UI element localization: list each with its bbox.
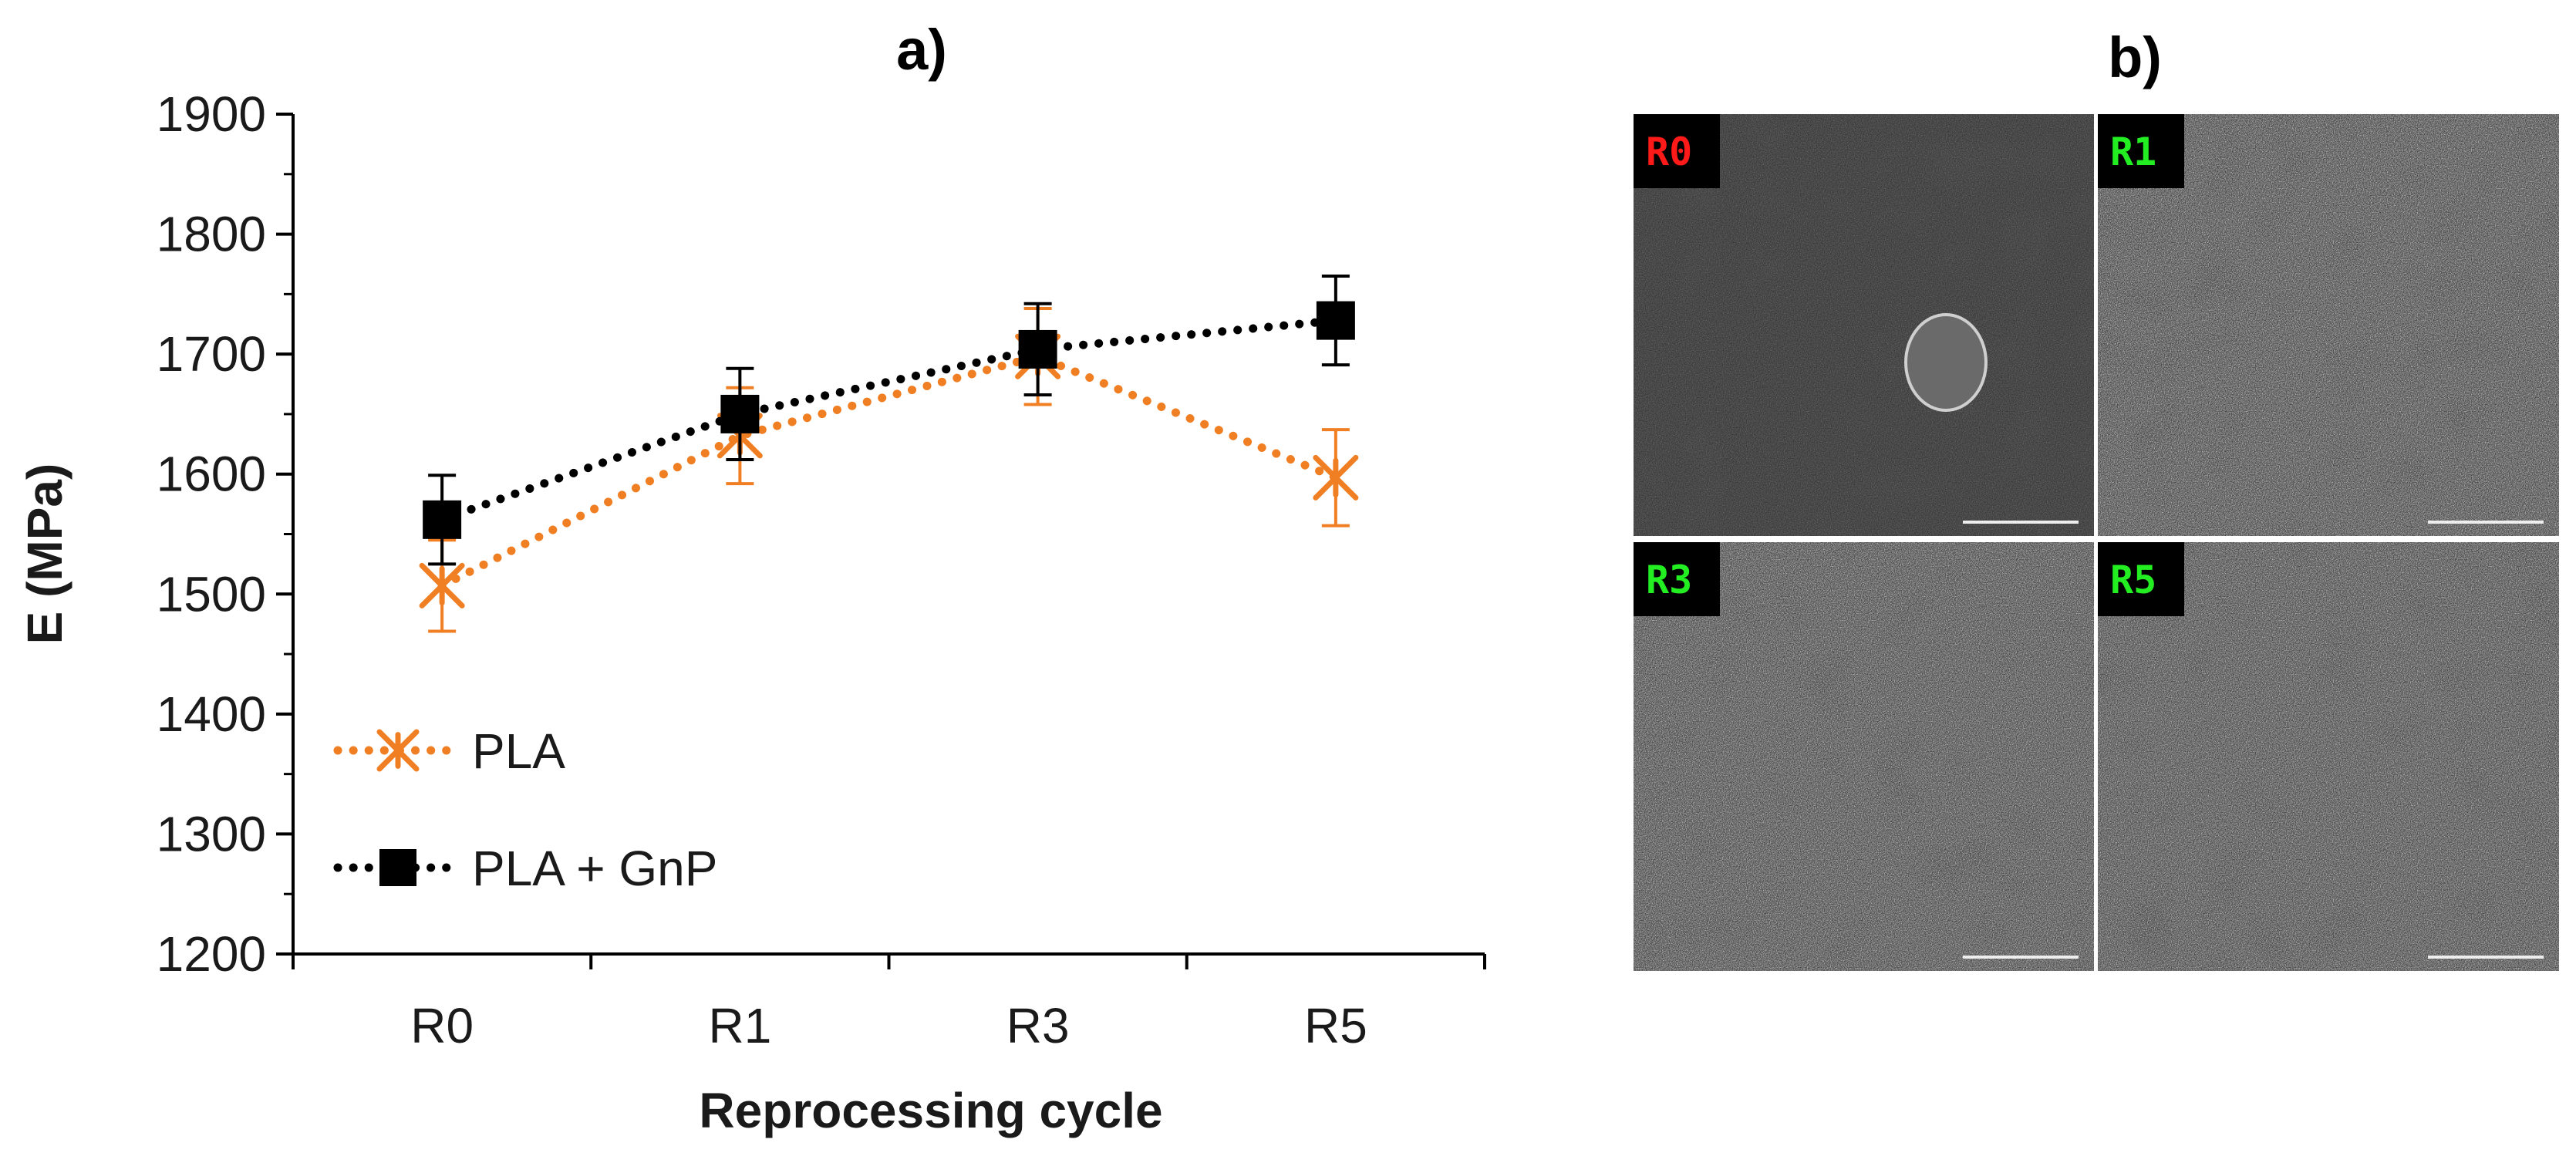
x-tick-label-r0: R0: [410, 998, 474, 1053]
y-tick-label: 1900: [157, 86, 266, 142]
sem-image-content: R5: [2098, 542, 2559, 971]
y-tick-label: 1500: [157, 566, 266, 622]
sem-label-background: [1634, 542, 1720, 616]
y-tick-label: 1300: [157, 806, 266, 861]
data-point-r0: [419, 562, 465, 608]
series-layer: [419, 275, 1359, 633]
sem-image-grid: R0 R1 R3 R5: [1634, 114, 2559, 971]
sem-label-r5: R5: [2110, 558, 2156, 602]
series-line: [437, 352, 1340, 590]
data-point-r5: [1316, 301, 1355, 340]
y-tick-label: 1800: [157, 207, 266, 262]
series-pla: [419, 307, 1359, 633]
sem-label-background: [2098, 542, 2184, 616]
x-tick-label-r3: R3: [1006, 998, 1070, 1053]
sem-label-background: [2098, 114, 2184, 188]
y-tick-label: 1600: [157, 447, 266, 502]
legend-entry-1: PLA: [333, 723, 565, 779]
data-point-r3: [1018, 329, 1057, 369]
x-tick-labels: R0 R1 R3 R5: [410, 998, 1367, 1053]
panel-b-label: b): [2108, 25, 2162, 89]
x-axis-title: Reprocessing cycle: [699, 1083, 1162, 1138]
y-tick-label: 1200: [157, 926, 266, 982]
sem-image-content: R1: [2098, 114, 2559, 536]
chart-axes: [276, 113, 1486, 969]
sem-image-r0: R0: [1634, 114, 2094, 536]
panel-a-label: a): [896, 18, 947, 82]
legend-entry-2: PLA + GnP: [333, 841, 717, 896]
chart-legend: PLA PLA + GnP: [333, 723, 717, 896]
sem-large-particle: [1904, 313, 1988, 412]
y-tick-label: 1700: [157, 326, 266, 382]
series-pla-gnp: [423, 275, 1355, 566]
sem-label-background: [1634, 114, 1720, 188]
sem-label-r3: R3: [1646, 558, 1692, 602]
sem-image-r1: R1: [2098, 114, 2559, 536]
legend-label: PLA + GnP: [472, 841, 717, 896]
x-tick-label-r1: R1: [708, 998, 771, 1053]
sem-image-content: R0: [1634, 114, 2094, 536]
sem-image-content: R3: [1634, 542, 2094, 971]
sem-label-r0: R0: [1646, 130, 1692, 174]
sem-image-r5: R5: [2098, 542, 2559, 971]
legend-marker: [376, 729, 420, 772]
legend-label: PLA: [472, 723, 565, 779]
series-line: [437, 316, 1340, 524]
data-point-r0: [423, 500, 462, 539]
x-tick-label-r5: R5: [1304, 998, 1367, 1053]
sem-image-r3: R3: [1634, 542, 2094, 971]
legend-marker: [379, 849, 416, 886]
y-tick-labels: 1200 1300 1400 1500 1600 1700 1800 1900: [157, 86, 266, 982]
sem-label-r1: R1: [2110, 130, 2156, 174]
data-point-r5: [1313, 454, 1359, 501]
data-point-r1: [720, 394, 760, 433]
y-axis-title: E (MPa): [17, 464, 72, 645]
y-tick-label: 1400: [157, 686, 266, 742]
